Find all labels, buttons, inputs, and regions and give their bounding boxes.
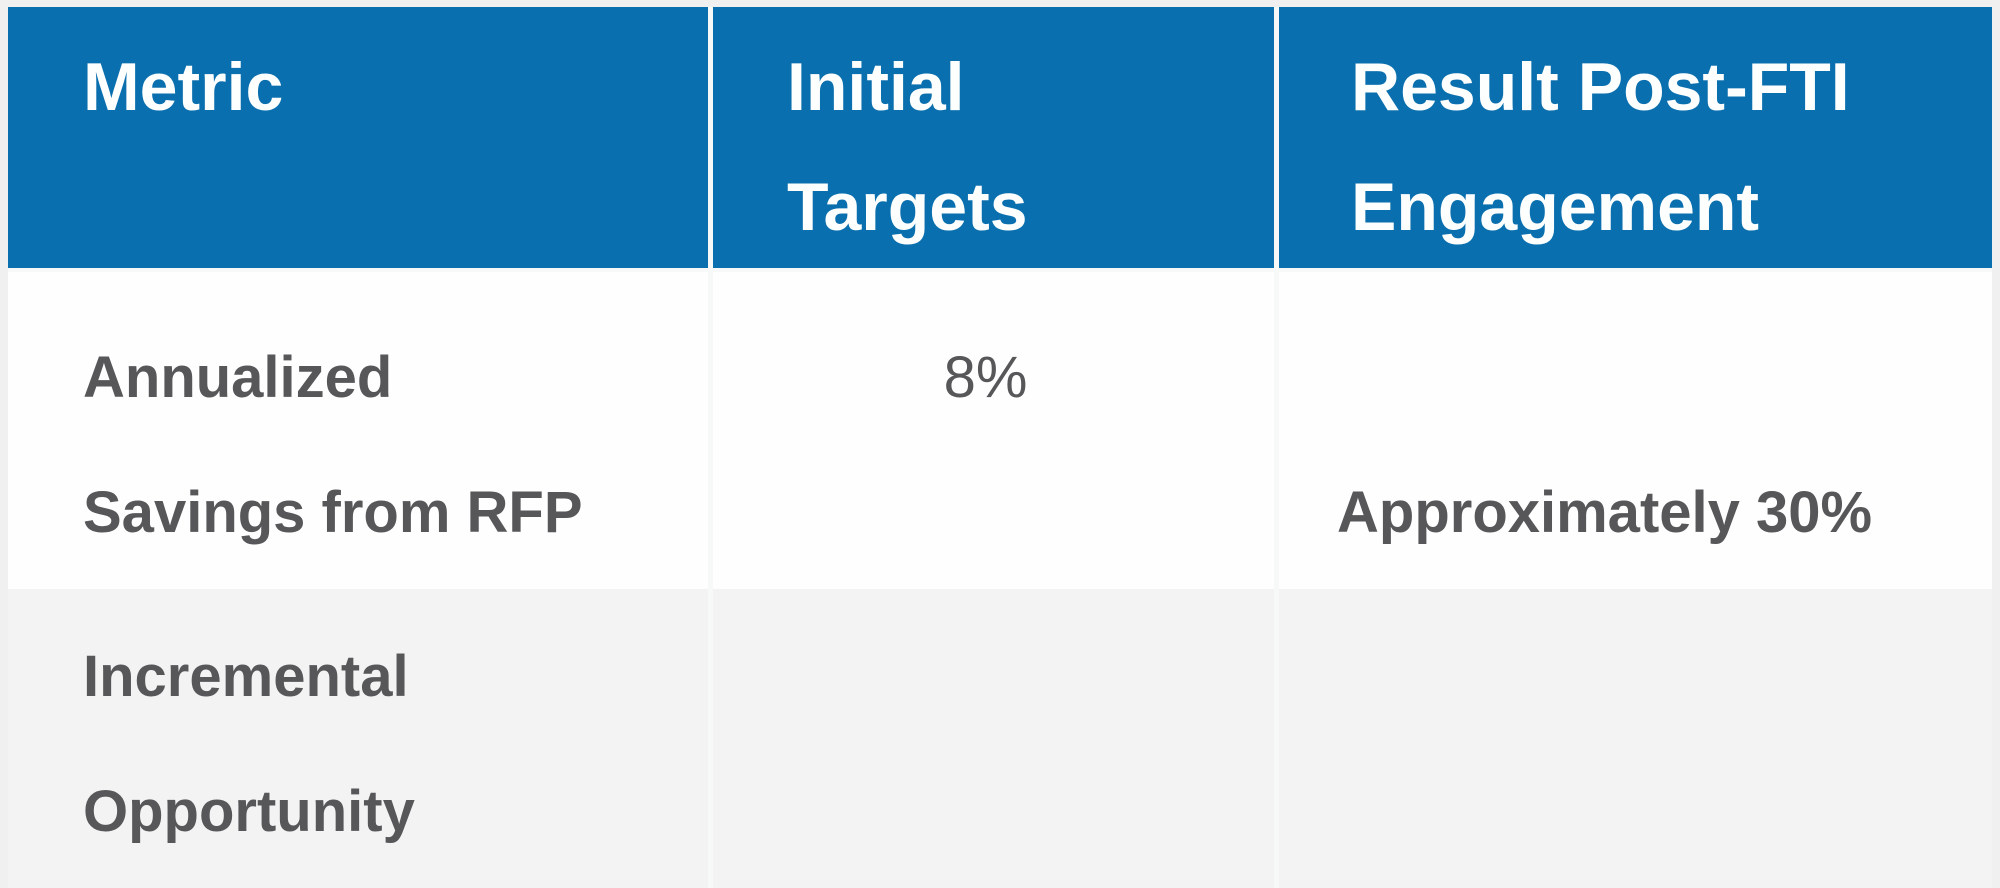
header-cell-result-post-fti: Result Post-FTI Engagement	[1279, 7, 1992, 268]
row-annualized-savings-result: Approximately 30% $26.5 million	[1279, 272, 1992, 589]
row-incremental-opportunity-metric: Incremental Opportunity	[8, 589, 708, 888]
header-cell-initial-targets: Initial Targets	[713, 7, 1274, 268]
row-annualized-savings-metric: Annualized Savings from RFP	[8, 272, 708, 589]
row-incremental-opportunity-result: $250,000 - $750,000	[1279, 589, 1992, 888]
header-cell-metric: Metric	[8, 7, 708, 268]
row-annualized-savings-initial-target: 8%	[713, 272, 1274, 589]
row-incremental-opportunity-initial-target	[713, 589, 1274, 888]
result-emphasis-text: Approximately 30%	[1337, 480, 1873, 545]
metrics-comparison-table: Metric Initial Targets Result Post-FTI E…	[8, 7, 1992, 888]
result-detail-text: $250,000 - $750,000	[1337, 879, 1968, 888]
